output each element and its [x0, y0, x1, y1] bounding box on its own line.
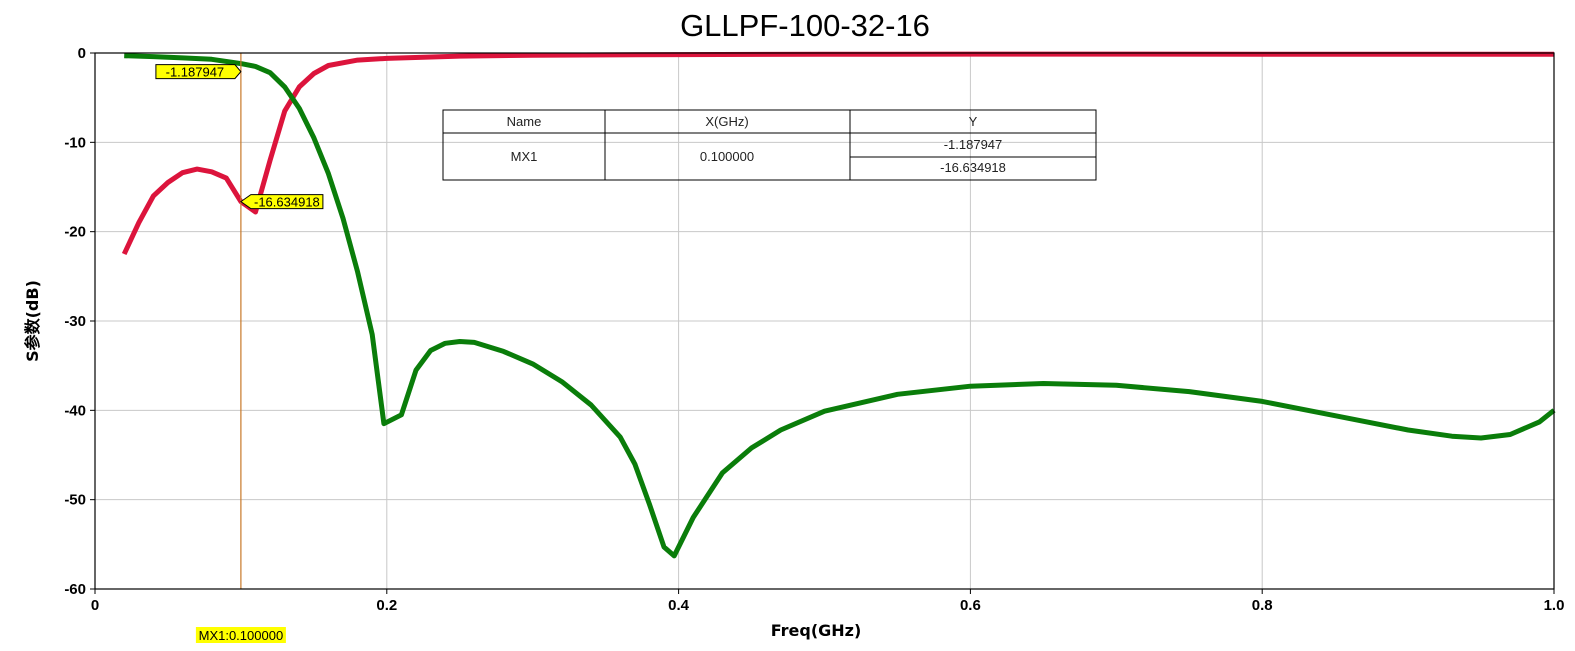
- marker-group: -1.187947 -16.634918 MX1:0.100000: [155, 53, 324, 643]
- y-tick-label: -30: [64, 313, 86, 330]
- y-tick-label: -20: [64, 224, 86, 241]
- axis-ticks: 0 0.2 0.4 0.6 0.8 1.0 0 -10 -20 -30 -40 -50 -60: [64, 45, 1564, 614]
- marker-value-flag: -1.187947: [155, 64, 242, 80]
- table-cell-y2: -16.634918: [940, 160, 1006, 175]
- marker-table: Name X(GHz) Y MX1 0.100000 -1.187947 -16…: [442, 109, 1097, 181]
- chart-title: GLLPF-100-32-16: [680, 8, 930, 43]
- marker-value-label: -1.187947: [166, 65, 225, 80]
- marker-x-flag-bg: [195, 627, 286, 643]
- x-tick-label: 0.8: [1252, 597, 1273, 614]
- series-line-2: [124, 53, 1556, 559]
- marker-table-frame: [442, 109, 1097, 181]
- series-line-1: [121, 51, 1554, 256]
- table-header-name: Name: [507, 114, 542, 129]
- table-cell-y1: -1.187947: [944, 137, 1003, 152]
- marker-x-flag: MX1:0.100000: [195, 627, 286, 643]
- table-cell-name: MX1: [511, 149, 538, 164]
- table-header-x: X(GHz): [705, 114, 748, 129]
- series-group: [121, 51, 1556, 559]
- y-tick-label: -40: [64, 402, 86, 419]
- marker-x-label: MX1:0.100000: [199, 628, 284, 643]
- table-cell-x: 0.100000: [700, 149, 754, 164]
- x-tick-label: 0.6: [960, 597, 981, 614]
- y-tick-label: -10: [64, 134, 86, 151]
- marker-value-label: -16.634918: [254, 195, 320, 210]
- y-tick-label: -60: [64, 581, 86, 598]
- y-axis-label: S参数(dB): [23, 280, 42, 362]
- marker-value-flag: -16.634918: [240, 194, 324, 210]
- y-tick-label: 0: [78, 45, 86, 62]
- y-tick-label: -50: [64, 492, 86, 509]
- marker-flag-shape: [155, 64, 242, 80]
- x-tick-label: 0.4: [668, 597, 690, 614]
- x-tick-label: 1.0: [1544, 597, 1565, 614]
- x-tick-label: 0.2: [376, 597, 397, 614]
- table-header-y: Y: [969, 114, 978, 129]
- x-axis-label: Freq(GHz): [771, 621, 862, 640]
- marker-flag-shape: [240, 194, 324, 210]
- x-tick-label: 0: [91, 597, 99, 614]
